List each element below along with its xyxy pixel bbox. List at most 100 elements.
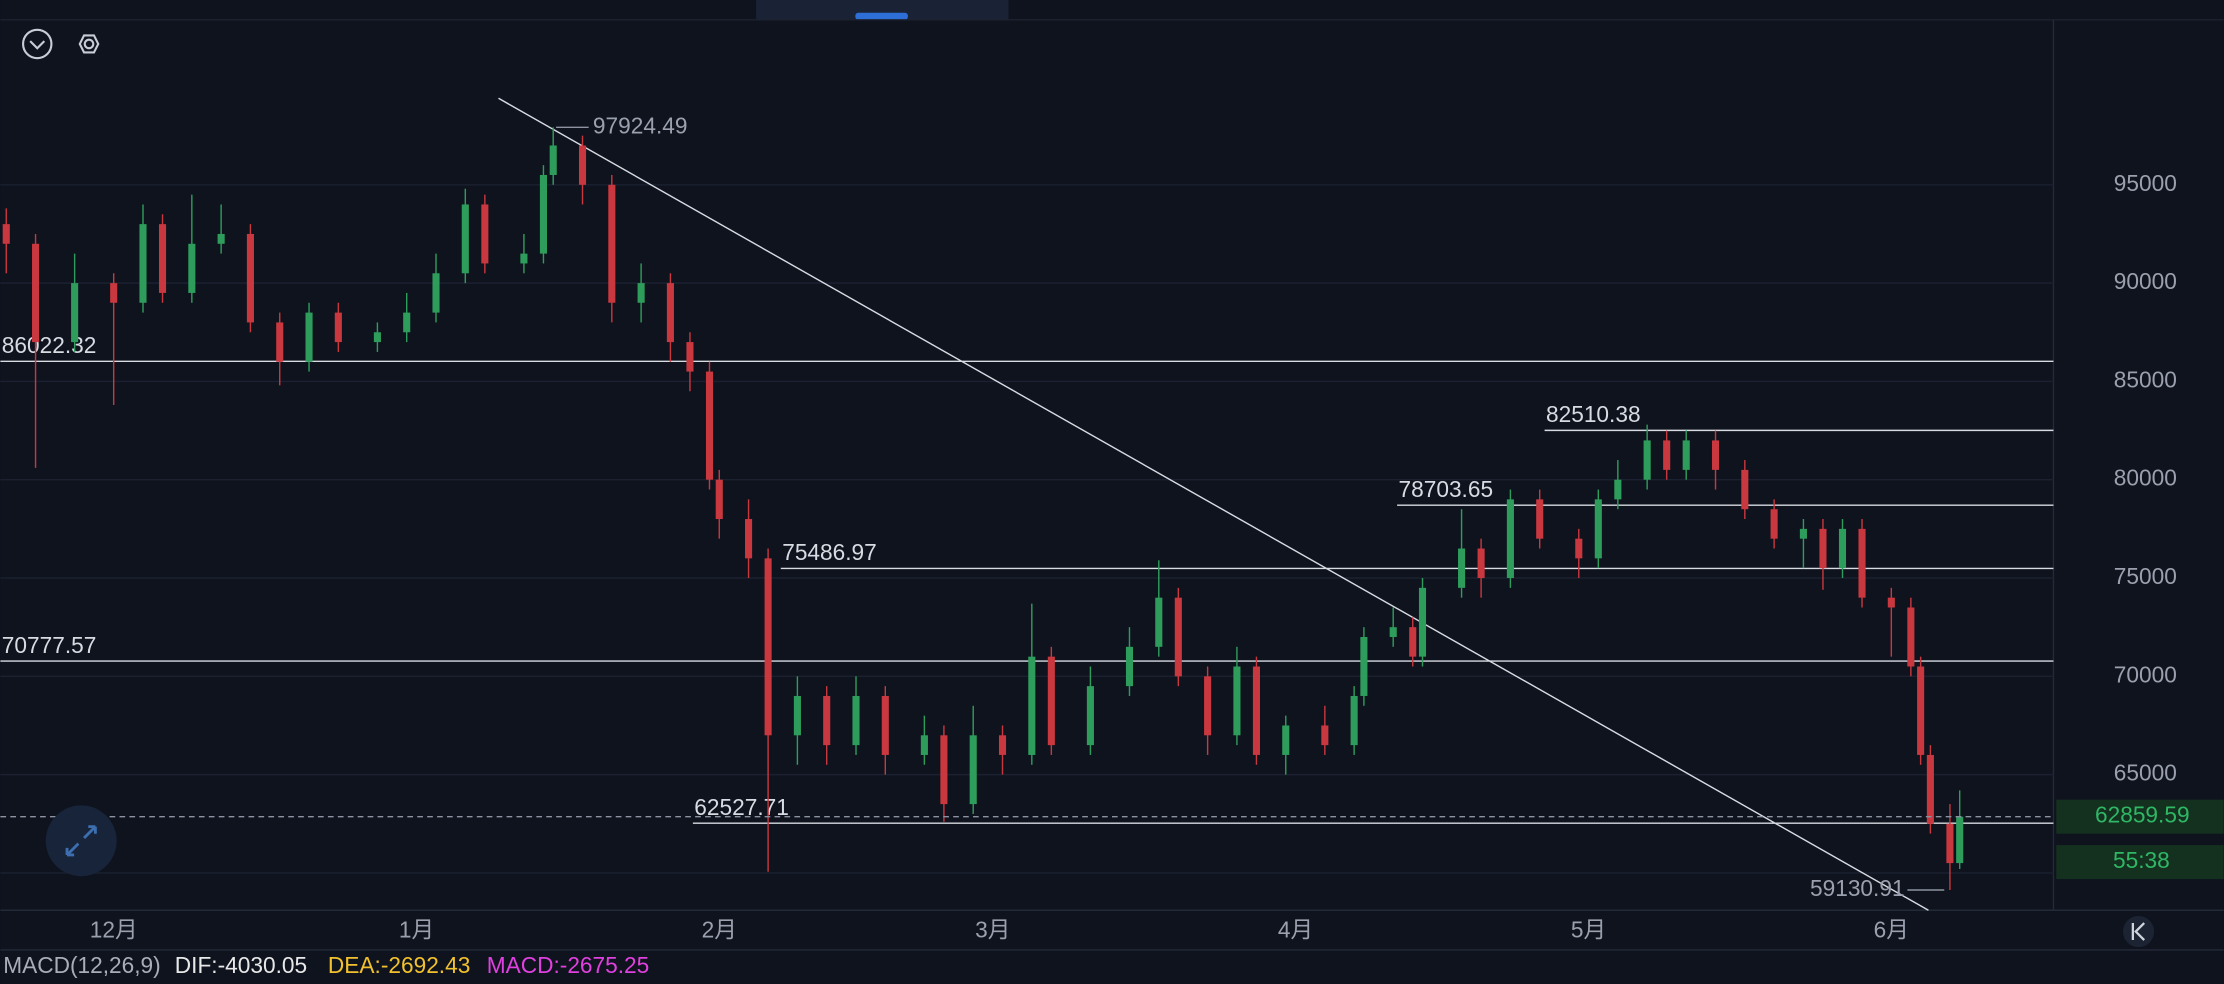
candle-body [637, 283, 645, 303]
current-price-label: 62859.59 [2095, 802, 2190, 828]
level-label: 86022.32 [2, 332, 97, 358]
candle-body [158, 224, 167, 293]
candle-body [217, 233, 225, 244]
level-label: 82510.38 [1546, 401, 1641, 427]
candle-body [1575, 538, 1583, 559]
candle-body [432, 273, 440, 313]
candle-body [1360, 636, 1368, 696]
candle-body [715, 479, 723, 520]
candle-body [1350, 695, 1358, 746]
collapse-button[interactable] [22, 28, 53, 60]
candle-body [608, 184, 616, 303]
candle-body [334, 312, 342, 343]
candle-body [1741, 469, 1749, 510]
level-label: 78703.65 [1399, 476, 1494, 502]
candle-body [1282, 725, 1290, 755]
candle-body [1838, 528, 1847, 569]
candle-body [1594, 499, 1602, 559]
candle-body [793, 695, 801, 736]
candle-body [823, 695, 831, 746]
macd-dif: DIF:-4030.05 [175, 952, 307, 978]
x-tick-label: 1月 [399, 917, 434, 943]
candle-body [1125, 646, 1134, 687]
top-tab-indicator [855, 12, 908, 20]
level-label: 62527.71 [694, 794, 789, 820]
candle-body [1819, 528, 1827, 569]
candle-body [705, 371, 714, 480]
candle-body [1174, 597, 1182, 677]
x-tick-label: 6月 [1874, 917, 1909, 943]
y-tick-label: 80000 [2114, 465, 2177, 491]
candle-body [940, 735, 948, 805]
candle-body [764, 558, 772, 736]
plot: 86022.32 70777.57 75486.97 78703.65 82510.38… [0, 97, 2054, 911]
candle-body [1409, 627, 1417, 657]
candle-body [1155, 597, 1163, 647]
y-tick-label: 95000 [2114, 170, 2177, 196]
candle-body [1086, 686, 1094, 746]
trend-line [498, 97, 1929, 911]
low-label: 59130.91 [1810, 875, 1905, 901]
candle-body [1204, 676, 1212, 736]
candle-body [1799, 528, 1807, 539]
y-tick-label: 70000 [2114, 661, 2177, 687]
scroll-latest-button[interactable] [2122, 915, 2155, 948]
candle-body [1506, 499, 1514, 579]
candle-body [1858, 528, 1866, 598]
candle-body [998, 735, 1007, 755]
y-tick-label: 90000 [2114, 268, 2177, 294]
candle-body [1917, 666, 1925, 755]
candle-body [1956, 816, 1964, 864]
macd-label: MACD(12,26,9) [3, 952, 161, 978]
candle-body [881, 695, 889, 755]
macd-dea: DEA:-2692.43 [328, 952, 470, 978]
candle-body [1711, 440, 1720, 470]
candle-body [920, 735, 928, 755]
candle-body [276, 322, 284, 362]
candle-body [188, 243, 196, 293]
candle-body [1028, 656, 1036, 755]
level-label: 75486.97 [782, 539, 877, 565]
candle-body [1770, 509, 1778, 539]
candle-body [1233, 666, 1241, 736]
candle-body [1946, 823, 1954, 864]
candle-body [246, 233, 254, 323]
candle-body [686, 342, 694, 372]
candle-body [1643, 440, 1651, 480]
x-tick-label: 3月 [975, 917, 1010, 943]
candle-body [1682, 440, 1690, 470]
candle-body [539, 174, 547, 254]
candle-body [1907, 607, 1915, 667]
candle-body [32, 243, 40, 343]
candle-body [578, 145, 587, 185]
fit-button[interactable] [45, 805, 117, 877]
candle-body [373, 332, 381, 343]
y-tick-label: 65000 [2114, 760, 2177, 786]
candle-body [403, 312, 411, 333]
candle-body [1887, 597, 1895, 608]
y-tick-label: 75000 [2114, 563, 2177, 589]
current-price-box [2056, 799, 2224, 834]
settings-button[interactable] [78, 34, 100, 54]
y-tick-label: 85000 [2114, 366, 2177, 392]
candle-body [1663, 440, 1671, 470]
x-tick-label: 4月 [1278, 917, 1313, 943]
countdown-box [2056, 845, 2224, 880]
candle-body [1477, 548, 1485, 579]
candle-body [1389, 627, 1397, 637]
x-tick-label: 5月 [1571, 917, 1606, 943]
candle-body [549, 145, 557, 175]
top-tab[interactable] [756, 0, 1009, 20]
candle-body [71, 283, 79, 343]
candle-body [1252, 666, 1261, 755]
candle-body [1047, 656, 1055, 746]
candle-body [461, 204, 469, 274]
candle-body [745, 519, 753, 559]
level-label: 70777.57 [2, 632, 97, 658]
candle-body [1926, 754, 1934, 824]
macd-value: MACD:-2675.25 [487, 952, 650, 978]
countdown-label: 55:38 [2113, 847, 2170, 873]
candle-body [305, 312, 313, 362]
